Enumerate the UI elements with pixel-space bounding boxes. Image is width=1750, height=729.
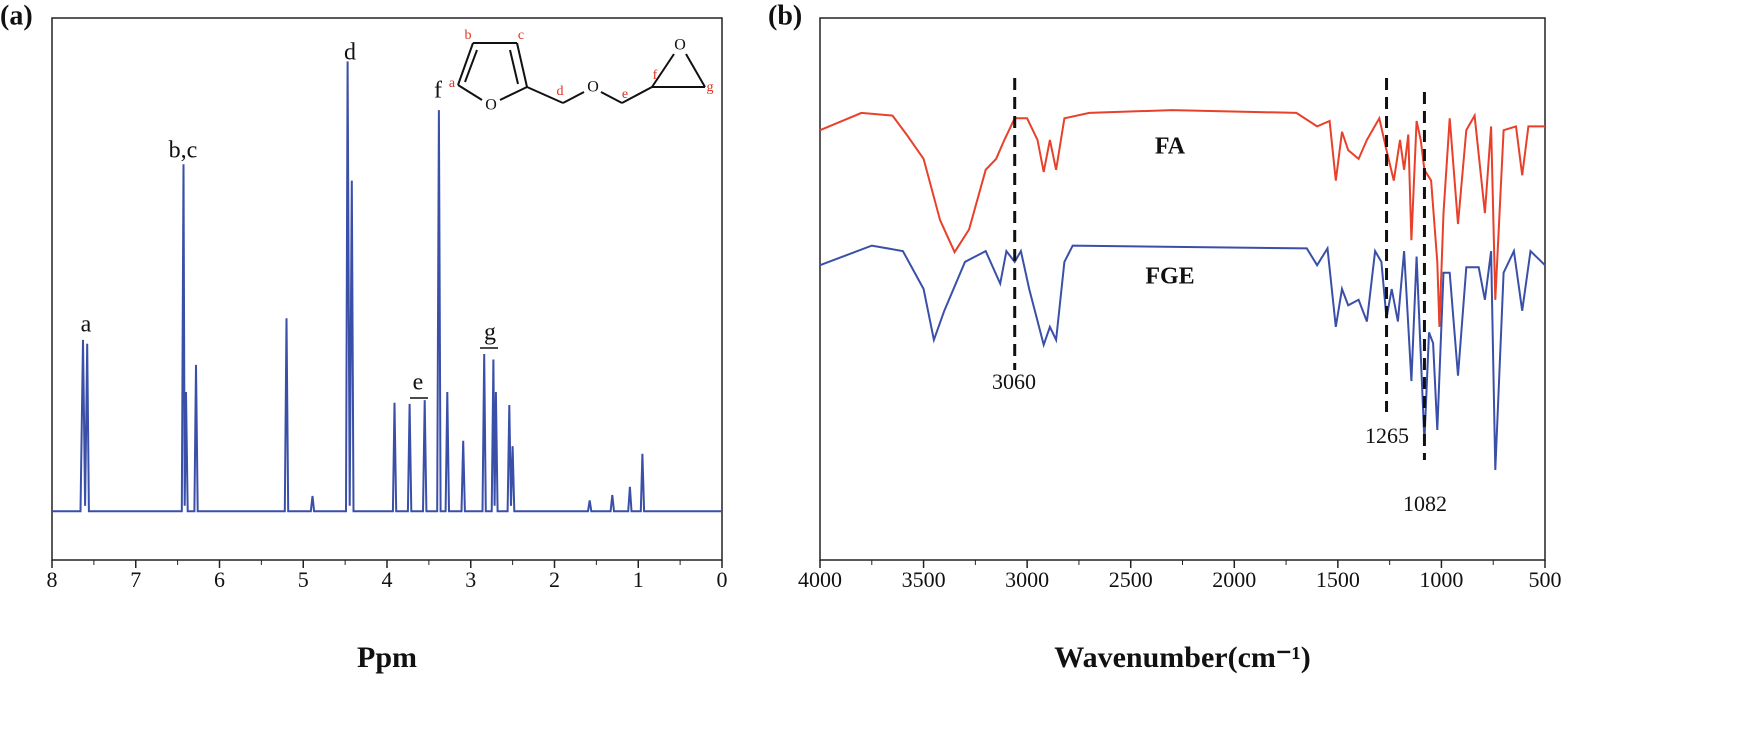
- peak-label: b,c: [169, 138, 198, 164]
- atom: O: [674, 37, 686, 54]
- peak-label: a: [81, 312, 92, 338]
- marker-label: 3060: [992, 369, 1036, 394]
- structure-label: e: [622, 87, 628, 102]
- structure: [457, 42, 706, 104]
- peak-label: e: [413, 370, 424, 396]
- x-tick-label: 4000: [798, 567, 842, 592]
- marker-label: 1265: [1365, 423, 1409, 448]
- x-tick-label: 1: [633, 567, 644, 592]
- x-tick-label: 2: [549, 567, 560, 592]
- x-tick-label: 5: [298, 567, 309, 592]
- structure-label: a: [449, 76, 456, 91]
- panel-label: (b): [768, 0, 802, 31]
- marker-label: 1082: [1403, 491, 1447, 516]
- structure-label: d: [557, 84, 564, 99]
- x-tick-label: 8: [47, 567, 58, 592]
- x-tick-label: 2500: [1109, 567, 1153, 592]
- x-tick-label: 3500: [902, 567, 946, 592]
- spectrum-line: [819, 109, 1545, 327]
- x-tick-label: 7: [130, 567, 141, 592]
- spectrum-line: [52, 61, 722, 513]
- x-tick-label: 4: [382, 567, 393, 592]
- series-label: FA: [1155, 134, 1186, 160]
- peak-label: d: [344, 40, 356, 66]
- spectrum-line: [819, 244, 1546, 471]
- peak-label: f: [434, 78, 442, 104]
- x-tick-label: 1500: [1316, 567, 1360, 592]
- x-tick-label: 0: [717, 567, 728, 592]
- panel-label: (a): [0, 0, 33, 31]
- x-axis-label: Wavenumber(cm⁻¹): [1054, 641, 1310, 674]
- x-tick-label: 2000: [1212, 567, 1256, 592]
- x-tick-label: 3: [465, 567, 476, 592]
- atom: O: [485, 97, 497, 114]
- peak-label: g: [484, 320, 496, 346]
- structure-label: c: [518, 28, 524, 43]
- series-label: FGE: [1145, 264, 1194, 290]
- x-tick-label: 6: [214, 567, 225, 592]
- atom: O: [587, 79, 599, 96]
- x-tick-label: 500: [1529, 567, 1562, 592]
- structure-label: f: [653, 68, 658, 83]
- structure-label: g: [707, 80, 714, 95]
- x-axis-label: Ppm: [357, 641, 417, 674]
- x-tick-label: 3000: [1005, 567, 1049, 592]
- x-tick-label: 1000: [1419, 567, 1463, 592]
- structure-label: b: [465, 28, 472, 43]
